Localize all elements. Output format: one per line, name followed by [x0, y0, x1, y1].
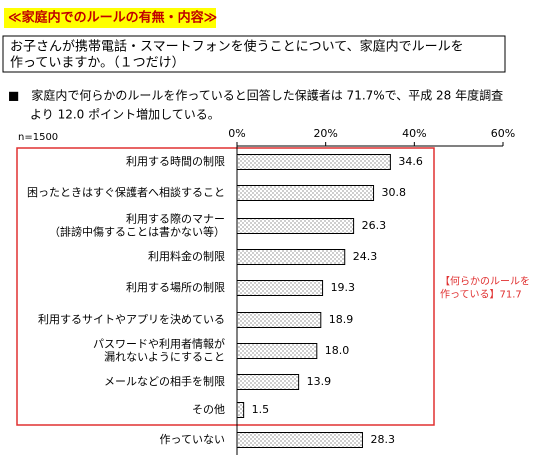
annotation: 【何らかのルールを作っている】71.7 — [440, 275, 530, 301]
bar — [236, 249, 346, 265]
bar — [236, 280, 324, 296]
value-label: 30.8 — [382, 186, 407, 199]
bar — [236, 343, 318, 359]
value-label: 18.0 — [325, 344, 350, 357]
category-label: 利用するサイトやアプリを決めている — [38, 313, 225, 326]
title-highlight — [4, 8, 216, 28]
category-label: 利用する場所の制限 — [126, 281, 225, 294]
bar — [236, 154, 391, 170]
x-tick-label: 60% — [491, 127, 515, 140]
x-tick-label: 40% — [402, 127, 426, 140]
bar — [236, 185, 375, 201]
value-label: 34.6 — [398, 155, 423, 168]
title: ≪家庭内でのルールの有無・内容≫ — [8, 10, 217, 26]
value-label: 26.3 — [362, 219, 387, 232]
question-box — [2, 35, 506, 73]
value-label: 1.5 — [252, 403, 270, 416]
bar — [236, 312, 322, 328]
category-label: 利用する時間の制限 — [126, 155, 225, 168]
note-line: ■ 家庭内で何らかのルールを作っていると回答した保護者は 71.7%で、平成 2… — [8, 88, 503, 103]
category-label: パスワードや利用者情報が漏れないようにすること — [93, 337, 225, 364]
value-label: 18.9 — [329, 313, 354, 326]
value-label: 24.3 — [353, 250, 378, 263]
x-tick-label: 20% — [313, 127, 337, 140]
question-line: 作っていますか。（１つだけ） — [10, 56, 185, 71]
value-label: 13.9 — [307, 375, 332, 388]
value-label: 19.3 — [331, 281, 356, 294]
category-label: メールなどの相手を制限 — [104, 374, 225, 388]
x-tick-label: 0% — [228, 127, 245, 140]
question-line: お子さんが携帯電話・スマートフォンを使うことについて、家庭内でルールを — [10, 39, 464, 55]
category-label: 困ったときはすぐ保護者へ相談すること — [27, 185, 225, 199]
sample-size: n=1500 — [18, 132, 58, 143]
group-box — [16, 147, 435, 426]
bar — [236, 402, 245, 418]
note-line: より 12.0 ポイント増加している。 — [30, 108, 220, 122]
category-label: その他 — [192, 403, 225, 416]
bar — [236, 218, 355, 234]
category-label: 利用する際のマナー（誹謗中傷することは書かない等） — [49, 213, 225, 239]
bar — [236, 432, 363, 448]
value-label: 28.3 — [370, 433, 395, 446]
category-label: 利用料金の制限 — [148, 249, 225, 263]
bar — [236, 374, 300, 390]
category-label: 作っていない — [160, 433, 225, 446]
